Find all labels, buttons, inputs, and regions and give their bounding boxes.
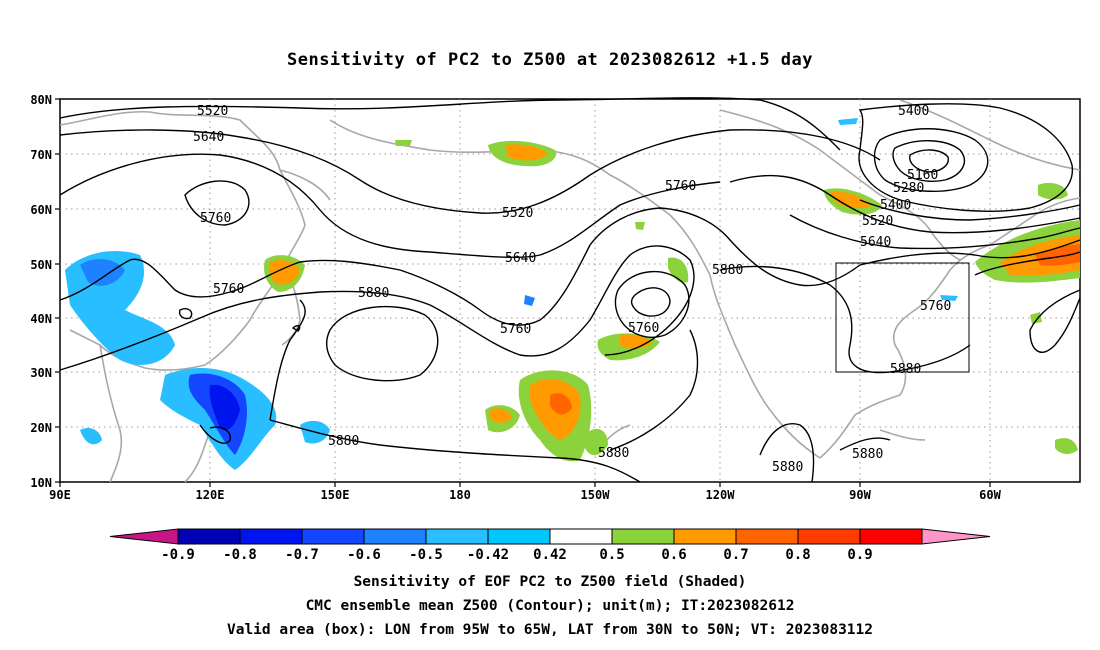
colorbar-extend-low xyxy=(109,528,179,545)
lon-label: 150E xyxy=(321,488,350,502)
lat-label: 70N xyxy=(30,148,52,162)
contour-label: 5640 xyxy=(505,251,536,266)
caption-line-3: Valid area (box): LON from 95W to 65W, L… xyxy=(226,622,873,638)
colorbar-label: -0.6 xyxy=(347,547,381,563)
lon-label: 180 xyxy=(449,488,471,502)
lat-label: 30N xyxy=(30,366,52,380)
colorbar-extend-high xyxy=(921,528,991,545)
contour-label: 5400 xyxy=(898,104,929,119)
colorbar-segment xyxy=(239,528,303,545)
colorbar-segment xyxy=(425,528,489,545)
contour-label: 5880 xyxy=(772,460,803,475)
contour-label: 5280 xyxy=(893,181,924,196)
longitude-labels: 90E 120E 150E 180 150W 120W 90W 60W xyxy=(49,488,1001,502)
contour-label: 5160 xyxy=(907,168,938,183)
contour-label: 5400 xyxy=(880,198,911,213)
valid-area-box xyxy=(835,262,970,373)
contour-label: 5760 xyxy=(665,179,696,194)
caption-line-2: CMC ensemble mean Z500 (Contour); unit(m… xyxy=(305,598,795,614)
contour-label: 5880 xyxy=(598,446,629,461)
lon-label: 120W xyxy=(706,488,736,502)
contour-label: 5760 xyxy=(920,299,951,314)
colorbar-segment xyxy=(363,528,427,545)
colorbar-label: 0.9 xyxy=(847,547,872,563)
contour-label: 5760 xyxy=(500,322,531,337)
contour-label: 5880 xyxy=(890,362,921,377)
z500-contours xyxy=(59,97,1081,483)
negative-sensitivity-shading xyxy=(65,118,958,470)
colorbar-label: 0.5 xyxy=(599,547,624,563)
contour-label: 5760 xyxy=(200,211,231,226)
contour-label: 5880 xyxy=(712,263,743,278)
contour-label: 5880 xyxy=(328,434,359,449)
contour-label: 5760 xyxy=(628,321,659,336)
lat-label: 60N xyxy=(30,203,52,217)
colorbar-label: -0.5 xyxy=(409,547,443,563)
axis-ticks xyxy=(55,98,991,487)
contour-label: 5760 xyxy=(213,282,244,297)
lat-label: 80N xyxy=(30,93,52,107)
contour-labels: 5520 5640 5760 5400 5160 5280 5400 5520 … xyxy=(193,104,951,475)
colorbar-segment xyxy=(611,528,675,545)
caption-line-1: Sensitivity of EOF PC2 to Z500 field (Sh… xyxy=(353,574,747,590)
colorbar-label: 0.8 xyxy=(785,547,810,563)
contour-label: 5520 xyxy=(862,214,893,229)
lon-label: 90W xyxy=(849,488,871,502)
lat-label: 10N xyxy=(30,476,52,490)
lon-label: 90E xyxy=(49,488,71,502)
lat-label: 20N xyxy=(30,421,52,435)
colorbar-segment xyxy=(735,528,799,545)
colorbar-segment xyxy=(549,528,613,545)
colorbar-label: -0.8 xyxy=(223,547,257,563)
contour-label: 5520 xyxy=(197,104,228,119)
colorbar-label: -0.42 xyxy=(467,547,509,563)
colorbar-segment xyxy=(673,528,737,545)
lat-label: 40N xyxy=(30,312,52,326)
contour-label: 5880 xyxy=(852,447,883,462)
lat-label: 50N xyxy=(30,258,52,272)
contour-label: 5640 xyxy=(193,130,224,145)
colorbar-segment xyxy=(797,528,861,545)
contour-label: 5520 xyxy=(502,206,533,221)
colorbar-segment xyxy=(177,528,241,545)
contour-label: 5880 xyxy=(358,286,389,301)
colorbar-label: 0.42 xyxy=(533,547,567,563)
colorbar-segment xyxy=(301,528,365,545)
map-title: Sensitivity of PC2 to Z500 at 2023082612… xyxy=(286,50,813,70)
lon-label: 120E xyxy=(196,488,225,502)
colorbar-label: -0.7 xyxy=(285,547,319,563)
colorbar-label: 0.6 xyxy=(661,547,686,563)
contour-label: 5640 xyxy=(860,235,891,250)
latitude-labels: 80N 70N 60N 50N 40N 30N 20N 10N xyxy=(30,93,52,490)
colorbar-label: 0.7 xyxy=(723,547,748,563)
colorbar: -0.9 -0.8 -0.7 -0.6 -0.5 -0.42 0.42 0.5 0.6 0.7 0.… xyxy=(109,528,991,563)
colorbar-segment xyxy=(487,528,551,545)
lon-label: 60W xyxy=(979,488,1001,502)
lon-label: 150W xyxy=(581,488,611,502)
colorbar-label: -0.9 xyxy=(161,547,195,563)
colorbar-segment xyxy=(859,528,923,545)
